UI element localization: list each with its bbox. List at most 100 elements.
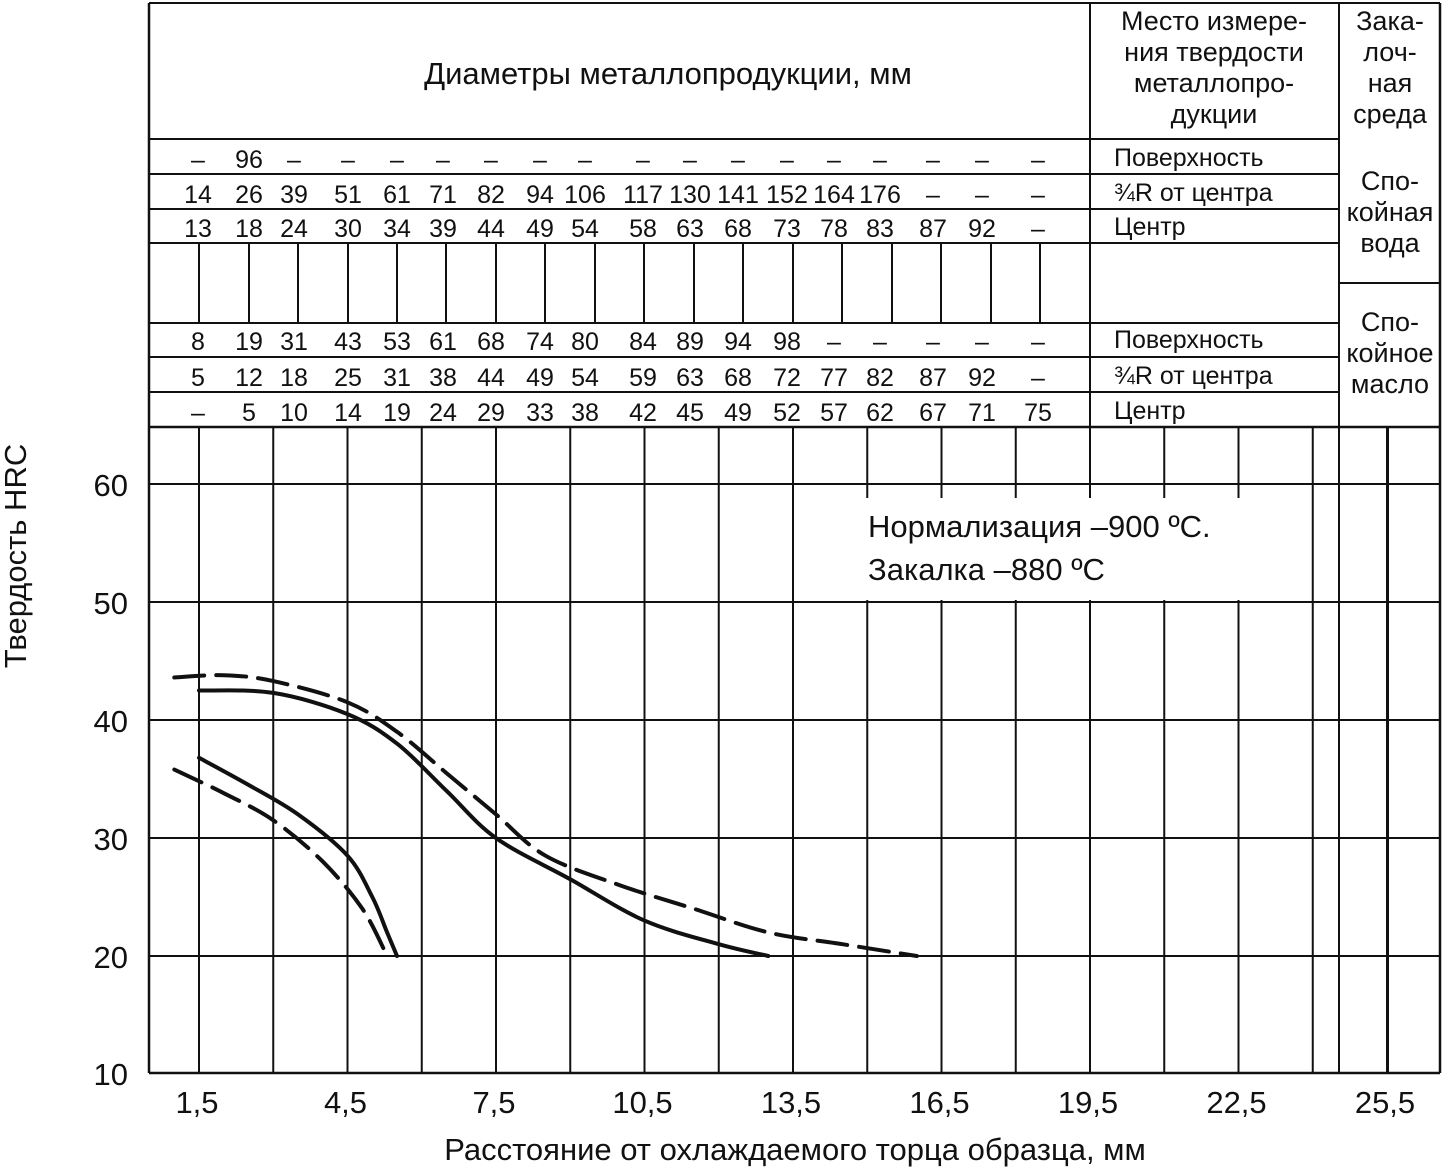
water-cell: – (873, 146, 887, 174)
water-cell: 39 (280, 181, 308, 209)
water-cell: – (191, 146, 205, 174)
water-cell: 39 (429, 215, 457, 243)
water-cell: 14 (184, 181, 212, 209)
hardness-curves (172, 673, 919, 958)
oil-cell: – (827, 328, 841, 356)
x-axis-label: Расстояние от охлаждаемого торца образца… (444, 1132, 1146, 1167)
oil-cell: 24 (429, 399, 457, 427)
oil-row-label: Поверхность (1114, 326, 1264, 354)
oil-cell: 52 (773, 399, 801, 427)
location-column-header: Место измере-ния твердости металлопро-дук… (1121, 6, 1307, 129)
water-cell: 130 (669, 181, 711, 209)
hardness-curve-solid-0 (197, 688, 771, 958)
water-cell: 54 (571, 215, 599, 243)
water-cell: – (975, 181, 989, 209)
oil-cell: 31 (383, 364, 411, 392)
water-row-label: Центр (1114, 213, 1186, 241)
water-cell: – (975, 146, 989, 174)
oil-cell: 89 (676, 328, 704, 356)
oil-cell: 12 (235, 364, 263, 392)
water-cell: – (390, 146, 404, 174)
oil-cell: 38 (429, 364, 457, 392)
water-cell: – (341, 146, 355, 174)
water-cell: 141 (717, 181, 759, 209)
annotation-box (848, 498, 1286, 600)
oil-cell: 18 (280, 364, 308, 392)
water-cell: 44 (477, 215, 505, 243)
water-cell: – (636, 146, 650, 174)
water-cell: – (287, 146, 301, 174)
x-tick-label: 1,5 (175, 1085, 218, 1120)
oil-cell: 5 (242, 399, 256, 427)
oil-cell: 19 (383, 399, 411, 427)
x-tick-label: 25,5 (1355, 1085, 1415, 1120)
oil-cell: – (1031, 364, 1045, 392)
water-row-label: ¾R от центра (1114, 179, 1273, 207)
water-cell: 106 (564, 181, 606, 209)
oil-cell: 87 (919, 364, 947, 392)
hardness-curve-dashed-1 (172, 673, 919, 958)
oil-cell: 54 (571, 364, 599, 392)
oil-cell: 10 (280, 399, 308, 427)
water-cell: – (731, 146, 745, 174)
water-cell: 26 (235, 181, 263, 209)
oil-cell: 71 (968, 399, 996, 427)
oil-cell: 80 (571, 328, 599, 356)
y-tick-label: 30 (94, 822, 128, 857)
oil-cell: 62 (866, 399, 894, 427)
water-row-label: Поверхность (1114, 144, 1264, 172)
oil-cell: – (975, 328, 989, 356)
x-tick-label: 10,5 (612, 1085, 672, 1120)
oil-cell: 5 (191, 364, 205, 392)
oil-cell: – (926, 328, 940, 356)
oil-cell: 19 (235, 328, 263, 356)
oil-cell: 63 (676, 364, 704, 392)
oil-cell: 84 (629, 328, 657, 356)
axis-ticks: 10 20 30 40 50 60 1,5 4,5 7,5 10,5 13,5 16,5 19,5 22,… (94, 468, 1416, 1120)
x-tick-label: 7,5 (472, 1085, 515, 1120)
water-cell: 63 (676, 215, 704, 243)
oil-cell: 31 (280, 328, 308, 356)
water-cell: 164 (813, 181, 855, 209)
oil-cell: 49 (724, 399, 752, 427)
oil-cell: 59 (629, 364, 657, 392)
oil-cell: 29 (477, 399, 505, 427)
water-cell: 83 (866, 215, 894, 243)
oil-cell: 68 (724, 364, 752, 392)
oil-cell: – (1031, 328, 1045, 356)
water-cell: 82 (477, 181, 505, 209)
annotation-line-2: Закалка –880 ºC (868, 552, 1105, 587)
oil-cell: 92 (968, 364, 996, 392)
oil-cell: 8 (191, 328, 205, 356)
water-cell: 13 (184, 215, 212, 243)
x-tick-label: 22,5 (1206, 1085, 1266, 1120)
water-cell: 34 (383, 215, 411, 243)
oil-cell: – (191, 399, 205, 427)
annotation-line-1: Нормализация –900 ºC. (868, 509, 1211, 544)
water-cell: 92 (968, 215, 996, 243)
oil-cell: 77 (820, 364, 848, 392)
water-cell: – (1031, 146, 1045, 174)
water-cell: – (1031, 181, 1045, 209)
oil-cell: 74 (526, 328, 554, 356)
oil-cell: 44 (477, 364, 505, 392)
water-cell: – (1031, 215, 1045, 243)
oil-cell: 67 (919, 399, 947, 427)
oil-cell: 53 (383, 328, 411, 356)
y-axis-label: Твердость HRC (0, 444, 33, 668)
hardness-curve-dashed-3 (172, 767, 390, 958)
y-tick-label: 60 (94, 468, 128, 503)
medium-water: Спо-койная вода (1347, 166, 1434, 258)
water-cell: 96 (235, 146, 263, 174)
water-cell: – (926, 146, 940, 174)
y-tick-label: 10 (94, 1057, 128, 1092)
oil-cell: 57 (820, 399, 848, 427)
water-cell: – (436, 146, 450, 174)
oil-cell: 45 (676, 399, 704, 427)
water-cell: 117 (623, 181, 663, 209)
oil-cell: 43 (334, 328, 362, 356)
water-cell: 61 (383, 181, 411, 209)
water-cell: – (683, 146, 697, 174)
water-cell: – (926, 181, 940, 209)
